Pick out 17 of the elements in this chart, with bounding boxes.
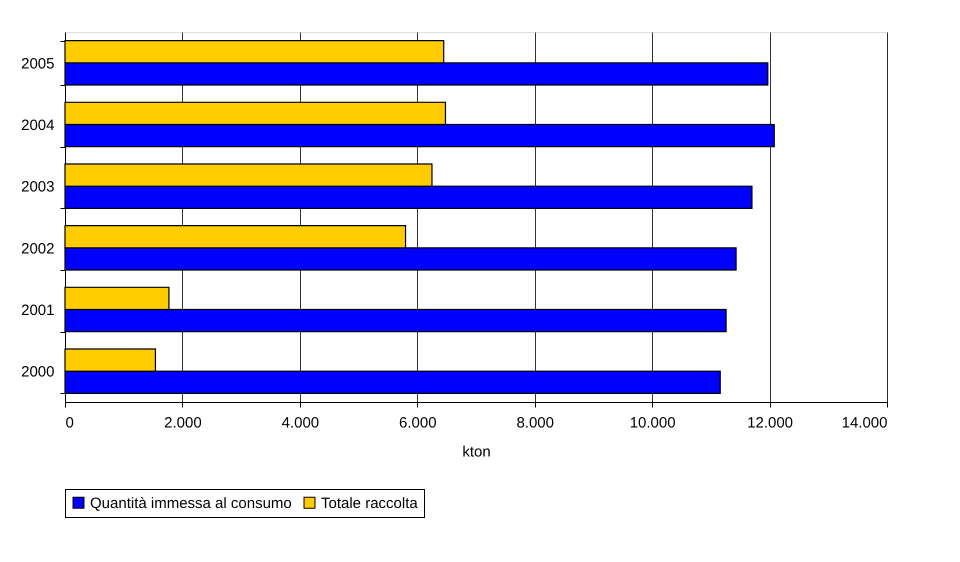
x-tick-label: 14.000	[842, 414, 888, 432]
x-axis-title: kton	[462, 444, 491, 460]
legend-label: Quantità immessa al consumo	[90, 494, 292, 512]
x-tick-label: 4.000	[282, 414, 320, 432]
legend-label: Totale raccolta	[321, 494, 418, 512]
y-tick-label: 2001	[21, 302, 54, 319]
y-tick-label: 2004	[21, 117, 54, 134]
x-tick-label: 10.000	[630, 414, 676, 432]
y-tick-label: 2003	[21, 178, 54, 196]
x-tick-label: 2.000	[164, 414, 202, 432]
y-tick-label: 2005	[21, 55, 54, 72]
x-tick-label: 6.000	[399, 414, 437, 432]
y-tick-label: 2000	[21, 364, 54, 381]
y-tick-label: 2002	[21, 240, 54, 258]
x-tick-label: 8.000	[516, 414, 554, 432]
x-tick-label: 12.000	[747, 414, 794, 432]
x-tick-label: 0	[66, 414, 74, 432]
